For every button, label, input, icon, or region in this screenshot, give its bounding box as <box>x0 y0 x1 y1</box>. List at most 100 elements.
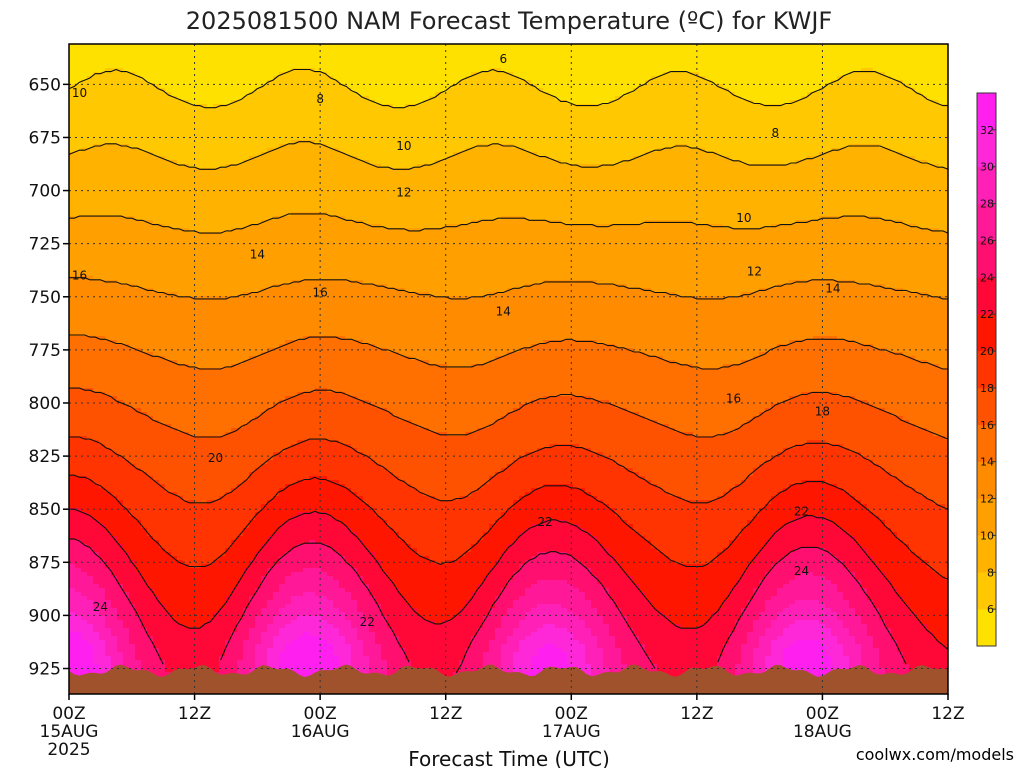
shade-cell <box>171 260 177 264</box>
shade-cell <box>69 480 75 484</box>
shade-cell <box>117 424 123 428</box>
shade-cell <box>219 488 225 492</box>
shade-cell <box>75 664 81 668</box>
shade-cell <box>141 124 147 128</box>
shade-cell <box>165 328 171 332</box>
shade-cell <box>153 280 159 284</box>
shade-cell <box>165 248 171 252</box>
shade-cell <box>171 596 177 600</box>
shade-cell <box>171 388 177 392</box>
shade-cell <box>231 260 237 264</box>
shade-cell <box>123 116 129 120</box>
shade-cell <box>171 520 177 524</box>
shade-cell <box>117 176 123 180</box>
shade-cell <box>147 172 153 176</box>
shade-cell <box>219 660 225 664</box>
shade-cell <box>153 76 159 80</box>
shade-cell <box>243 268 249 272</box>
shade-cell <box>123 212 129 216</box>
shade-cell <box>195 352 201 356</box>
shade-cell <box>93 636 99 640</box>
shade-cell <box>183 480 189 484</box>
shade-cell <box>123 380 129 384</box>
shade-cell <box>195 324 201 328</box>
shade-cell <box>105 220 111 224</box>
shade-cell <box>129 228 135 232</box>
shade-cell <box>249 464 255 468</box>
shade-cell <box>129 264 135 268</box>
shade-cell <box>117 396 123 400</box>
shade-cell <box>225 272 231 276</box>
shade-cell <box>81 532 87 536</box>
shade-cell <box>177 412 183 416</box>
shade-cell <box>165 460 171 464</box>
shade-cell <box>111 276 117 280</box>
shade-cell <box>99 384 105 388</box>
shade-cell <box>207 588 213 592</box>
shade-cell <box>207 444 213 448</box>
shade-cell <box>231 56 237 60</box>
shade-cell <box>183 592 189 596</box>
shade-cell <box>129 52 135 56</box>
shade-cell <box>201 572 207 576</box>
shade-cell <box>213 208 219 212</box>
shade-cell <box>141 120 147 124</box>
shade-cell <box>153 664 159 668</box>
shade-cell <box>75 164 81 168</box>
shade-cell <box>189 652 195 656</box>
shade-cell <box>237 116 243 120</box>
shade-cell <box>99 656 105 660</box>
shade-cell <box>129 472 135 476</box>
shade-cell <box>93 268 99 272</box>
shade-cell <box>135 376 141 380</box>
shade-cell <box>81 172 87 176</box>
shade-cell <box>81 400 87 404</box>
shade-cell <box>213 224 219 228</box>
shade-cell <box>201 352 207 356</box>
shade-cell <box>75 432 81 436</box>
shade-cell <box>129 128 135 132</box>
shade-cell <box>207 336 213 340</box>
shade-cell <box>171 376 177 380</box>
shade-cell <box>141 260 147 264</box>
shade-cell <box>123 60 129 64</box>
shade-cell <box>153 460 159 464</box>
shade-cell <box>177 368 183 372</box>
shade-cell <box>69 484 75 488</box>
shade-cell <box>201 80 207 84</box>
shade-cell <box>207 504 213 508</box>
shade-cell <box>213 564 219 568</box>
shade-cell <box>207 208 213 212</box>
shade-cell <box>69 208 75 212</box>
shade-cell <box>237 640 243 644</box>
shade-cell <box>243 592 249 596</box>
shade-cell <box>237 144 243 148</box>
shade-cell <box>171 572 177 576</box>
shade-cell <box>159 564 165 568</box>
shade-cell <box>231 88 237 92</box>
shade-cell <box>165 448 171 452</box>
shade-cell <box>105 628 111 632</box>
shade-cell <box>177 192 183 196</box>
shade-cell <box>165 528 171 532</box>
shade-cell <box>123 356 129 360</box>
shade-cell <box>81 260 87 264</box>
shade-cell <box>183 464 189 468</box>
shade-cell <box>219 196 225 200</box>
shade-cell <box>81 460 87 464</box>
shade-cell <box>201 276 207 280</box>
shade-cell <box>111 456 117 460</box>
shade-cell <box>225 220 231 224</box>
shade-cell <box>231 580 237 584</box>
shade-cell <box>201 480 207 484</box>
shade-cell <box>183 344 189 348</box>
shade-cell <box>171 148 177 152</box>
shade-cell <box>207 256 213 260</box>
shade-cell <box>225 488 231 492</box>
shade-cell <box>231 212 237 216</box>
shade-cell <box>207 200 213 204</box>
shade-cell <box>159 372 165 376</box>
shade-cell <box>111 312 117 316</box>
shade-cell <box>231 304 237 308</box>
shade-cell <box>69 576 75 580</box>
